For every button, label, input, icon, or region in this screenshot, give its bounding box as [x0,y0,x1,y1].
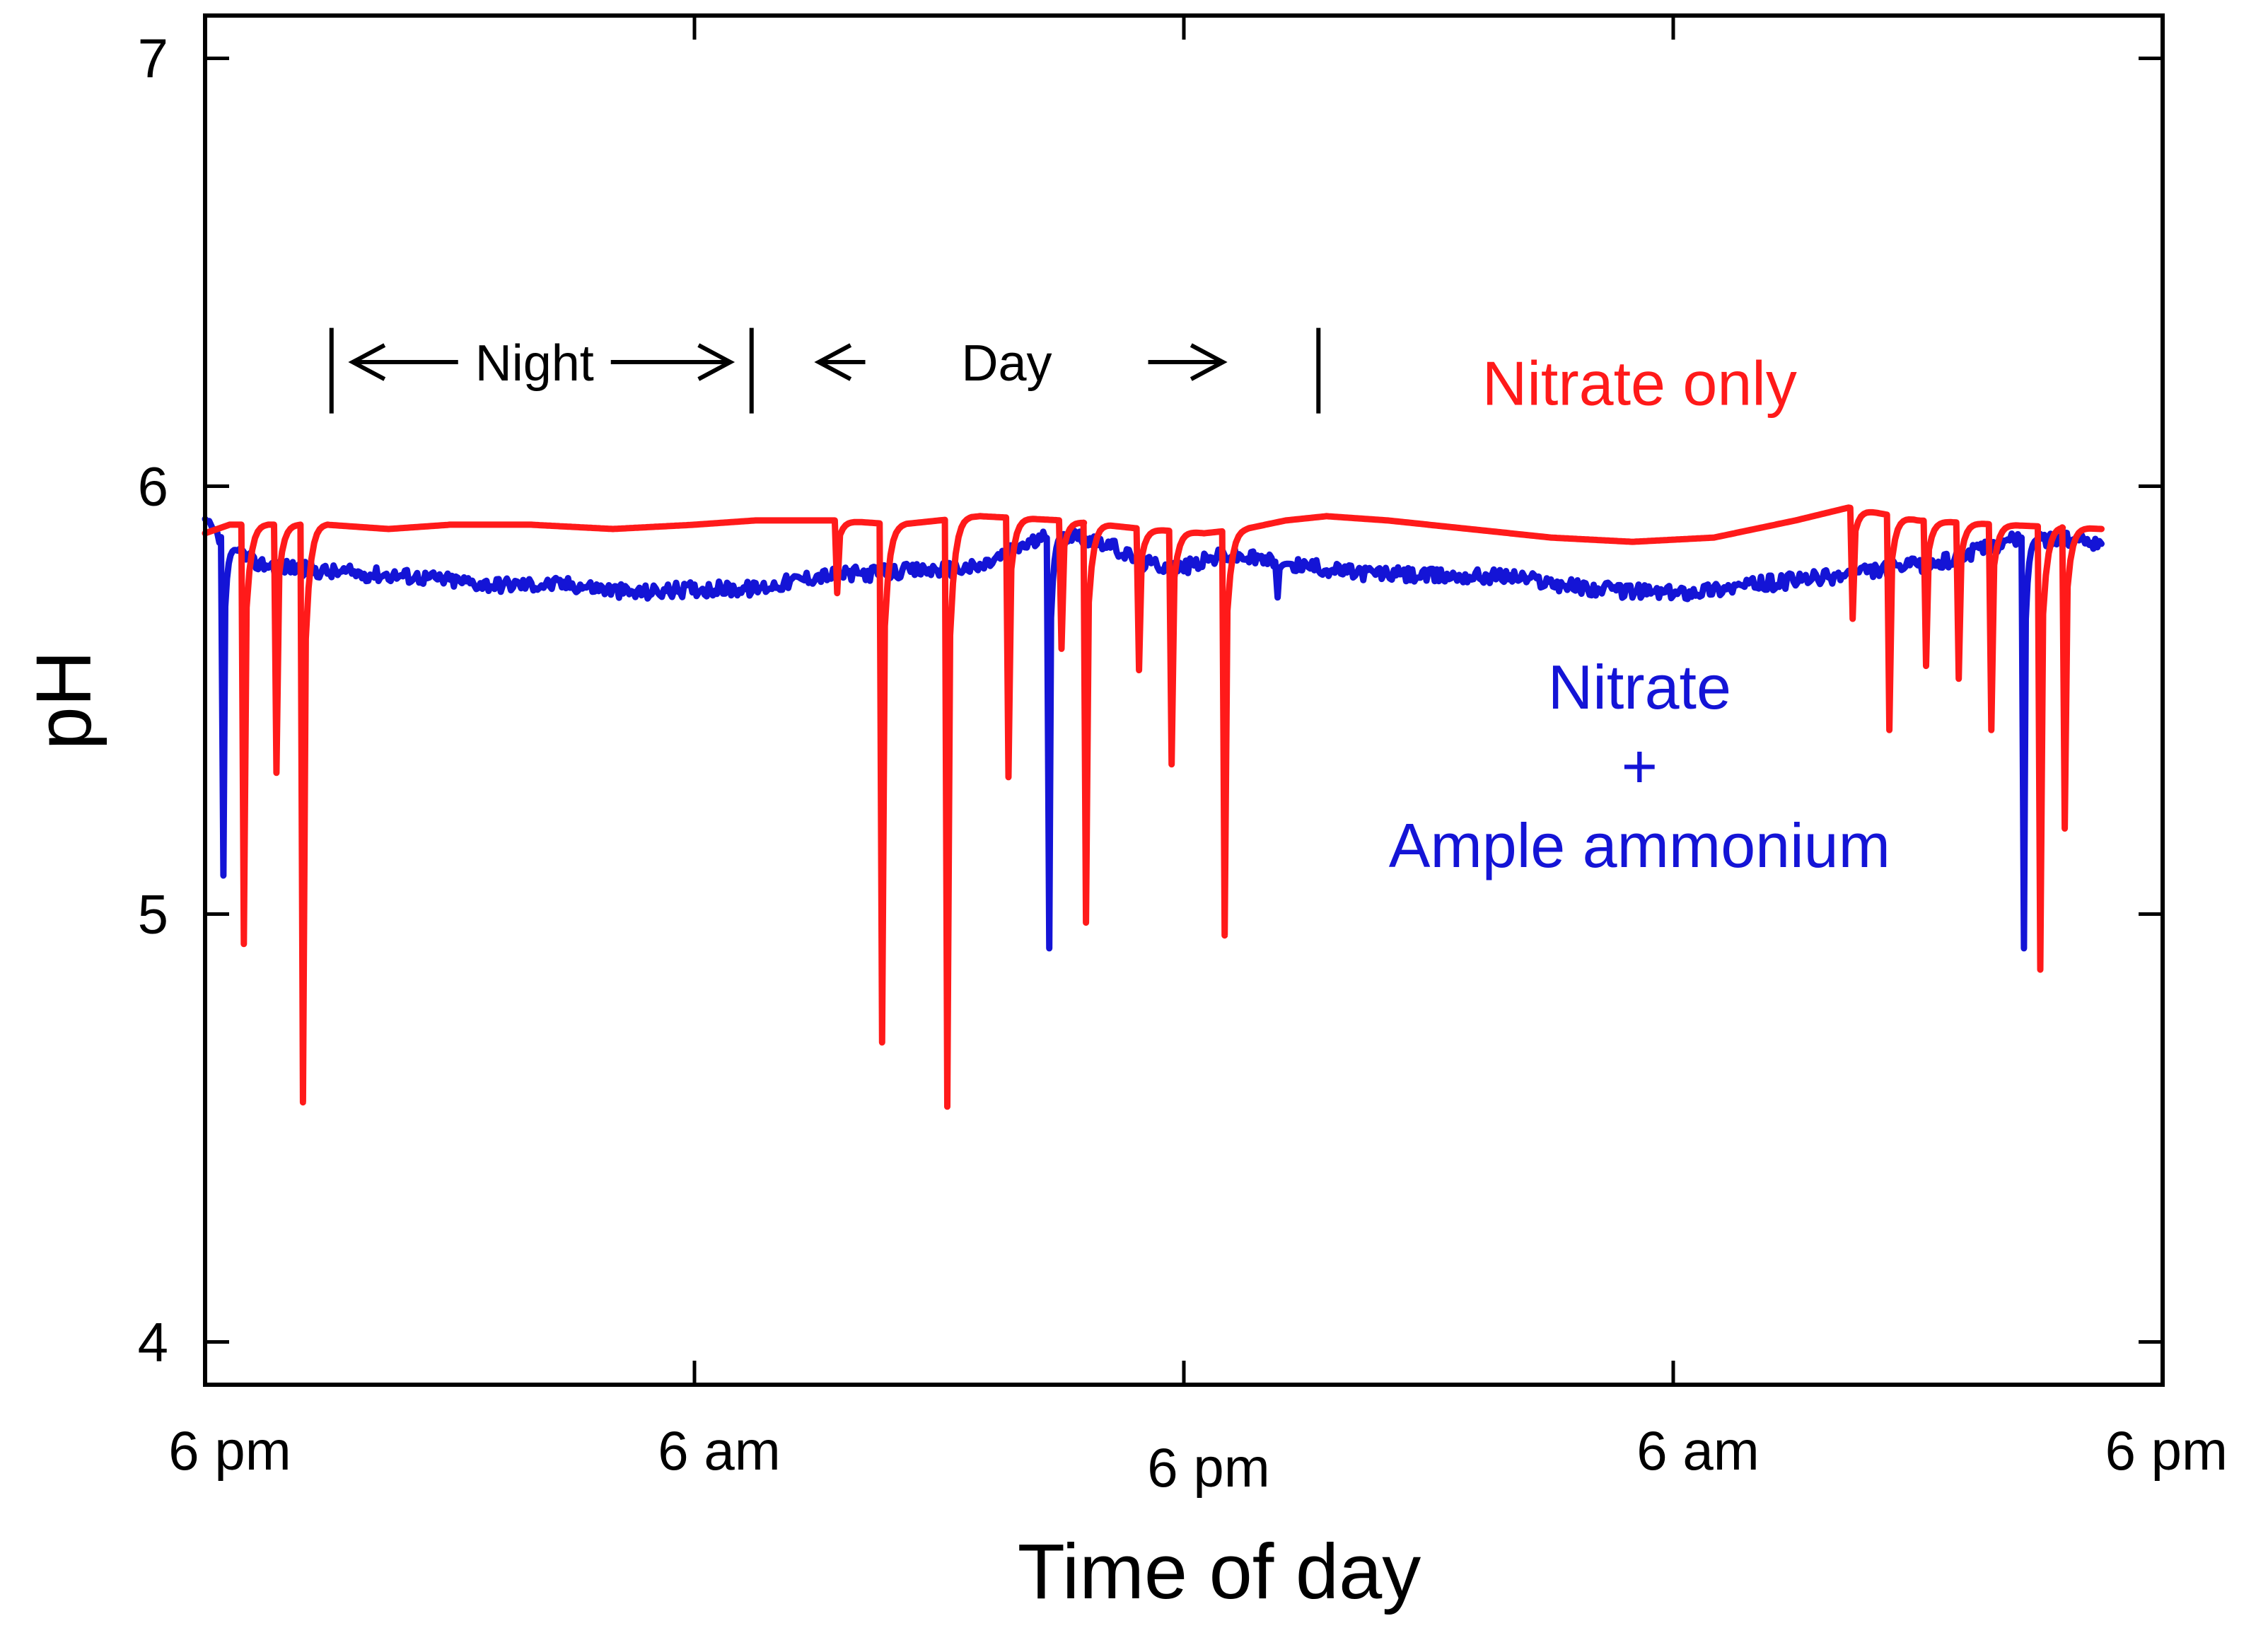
series-label: Ample ammonium [1389,810,1890,880]
series-line-nitrate-only [202,504,2105,1110]
x-axis-title: Time of day [1018,1528,1421,1615]
series-label: + [1622,731,1658,801]
y-tick-label: 7 [138,28,168,90]
x-tick-label: 6 pm [1147,1436,1269,1499]
phase-label-day: Day [961,335,1052,392]
tick-labels: 4 5 6 7 6 pm 6 am 6 pm 6 am 6 pm [138,28,2228,1499]
series-lines [202,504,2105,1110]
y-tick-label: 5 [138,883,168,946]
x-tick-label: 6 am [1636,1419,1759,1482]
plot-frame [203,13,2165,1387]
y-tick-label: 4 [138,1311,168,1373]
x-tick-label: 6 pm [2105,1419,2228,1482]
x-tick-label: 6 pm [168,1419,291,1482]
series-line-nitrate-ammonium [202,516,2105,952]
phase-arrow [610,343,735,381]
axis-ticks [203,16,2165,1385]
x-tick-label: 6 am [658,1419,780,1482]
phase-label-night: Night [475,335,594,392]
phase-arrow [1148,343,1228,381]
series-label: Nitrate only [1482,349,1797,419]
phase-arrow [348,343,458,381]
y-tick-label: 6 [138,455,168,518]
phase-arrow [814,343,866,381]
y-axis-title: pH [21,651,107,750]
series-label: Nitrate [1548,652,1731,722]
phase-annotations: Night Day [329,327,1321,414]
series-labels: Nitrate only Nitrate + Ample ammonium [1389,349,1890,881]
